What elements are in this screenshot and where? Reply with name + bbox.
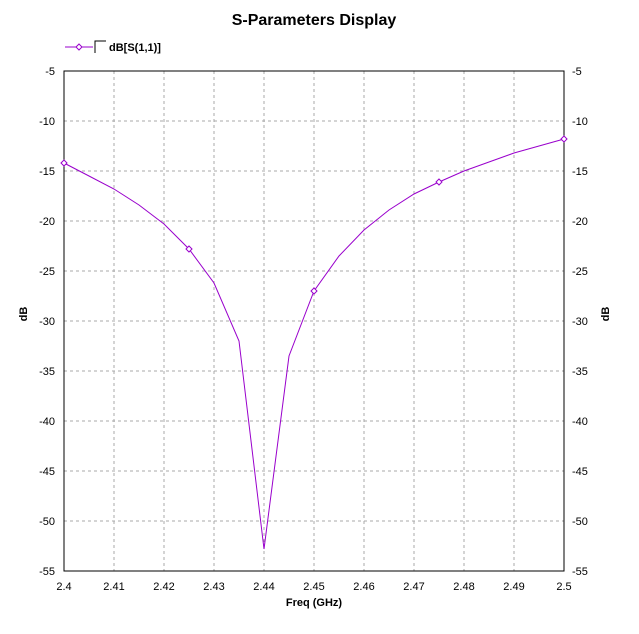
series-marker — [435, 178, 443, 186]
x-tick-label: 2.47 — [403, 581, 424, 593]
y-tick-label-right: -25 — [572, 266, 588, 278]
y-tick-labels-right: -5 -10 -15 -20 -25 -30 -35 -40 -45 -50 -55 — [572, 66, 588, 578]
legend-label: dB[S(1,1)] — [109, 42, 161, 54]
grid — [64, 71, 564, 571]
y-tick-label-right: -30 — [572, 316, 588, 328]
x-tick-label: 2.45 — [303, 581, 324, 593]
x-tick-label: 2.43 — [203, 581, 224, 593]
legend: dB[S(1,1)] — [65, 40, 161, 54]
y-tick-label-left: -35 — [39, 366, 55, 378]
series-marker — [185, 245, 193, 253]
y-tick-label-right: -45 — [572, 466, 588, 478]
y-tick-label-left: -55 — [39, 566, 55, 578]
y-tick-label-right: -10 — [572, 116, 588, 128]
y-tick-label-left: -30 — [39, 316, 55, 328]
plot-frame — [63, 70, 565, 572]
x-axis-label: Freq (GHz) — [286, 597, 343, 609]
series-marker — [310, 287, 318, 295]
x-tick-label: 2.49 — [503, 581, 524, 593]
y-tick-label-right: -40 — [572, 416, 588, 428]
y-tick-label-left: -20 — [39, 216, 55, 228]
series-marker — [560, 135, 568, 143]
x-tick-label: 2.41 — [103, 581, 124, 593]
y-tick-labels-left: -5 -10 -15 -20 -25 -30 -35 -40 -45 -50 -55 — [39, 66, 55, 578]
x-tick-label: 2.44 — [253, 581, 274, 593]
y-axis-label-left: dB — [18, 307, 30, 322]
y-tick-label-right: -20 — [572, 216, 588, 228]
y-tick-label-right: -15 — [572, 166, 588, 178]
y-tick-label-right: -5 — [572, 66, 582, 78]
x-tick-label: 2.4 — [56, 581, 71, 593]
y-tick-label-left: -10 — [39, 116, 55, 128]
y-axis-label-right: dB — [600, 307, 612, 322]
y-tick-label-left: -45 — [39, 466, 55, 478]
y-tick-label-right: -50 — [572, 516, 588, 528]
x-tick-label: 2.48 — [453, 581, 474, 593]
y-tick-label-left: -40 — [39, 416, 55, 428]
y-tick-label-right: -35 — [572, 366, 588, 378]
x-tick-label: 2.5 — [556, 581, 571, 593]
series-layer — [60, 135, 568, 550]
x-tick-label: 2.42 — [153, 581, 174, 593]
series-marker — [60, 159, 68, 167]
chart-title: S-Parameters Display — [232, 12, 397, 29]
y-tick-label-left: -15 — [39, 166, 55, 178]
y-tick-label-left: -5 — [45, 66, 55, 78]
x-tick-labels: 2.4 2.41 2.42 2.43 2.44 2.45 2.46 2.47 2.48 2.49 2… — [56, 581, 571, 593]
x-tick-label: 2.46 — [353, 581, 374, 593]
y-tick-label-left: -50 — [39, 516, 55, 528]
y-tick-label-left: -25 — [39, 266, 55, 278]
y-tick-label-right: -55 — [572, 566, 588, 578]
legend-marker-swatch — [75, 43, 83, 51]
legend-bracket-icon — [94, 40, 106, 53]
